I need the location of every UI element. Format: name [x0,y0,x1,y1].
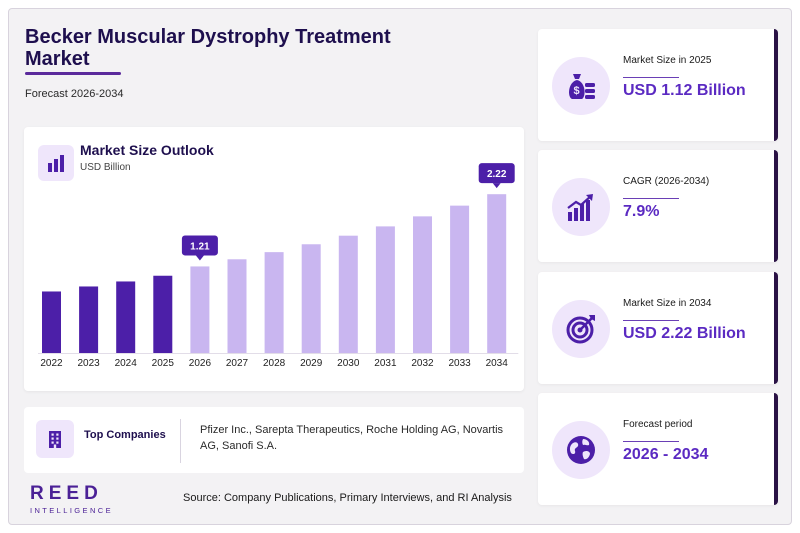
stat-value: USD 2.22 Billion [623,325,746,342]
logo-sub-text: INTELLIGENCE [30,506,113,515]
bar-2033 [450,205,470,353]
svg-text:$: $ [573,85,579,97]
top-companies-list: Pfizer Inc., Sarepta Therapeutics, Roche… [200,424,504,452]
stat-label: Forecast period [623,419,693,430]
x-tick-label-2030: 2030 [337,358,360,369]
divider [180,419,181,463]
stat-value: 7.9% [623,203,660,220]
page-title: Becker Muscular Dystrophy Treatment Mark… [25,26,391,70]
callout-label-2034: 2.22 [487,169,507,180]
chart-title: Market Size Outlook [80,142,214,158]
callout-2026: 1.21 [181,235,218,261]
bar-2029 [301,244,321,353]
bar-2022 [42,291,61,353]
stat-label: CAGR (2026-2034) [623,176,710,187]
callout-2034: 2.22 [478,163,515,189]
bar-2028 [264,252,284,353]
bar-2023 [79,286,99,353]
stat-divider [623,198,679,199]
stat-card-cagr: CAGR (2026-2034) 7.9% [538,150,778,262]
bar-2031 [375,226,395,353]
stat-card-market-2025: $ Market Size in 2025 USD 1.12 Billion [538,29,778,141]
stat-label: Market Size in 2025 [623,55,712,66]
bar-2027 [227,259,247,353]
globe-icon [552,421,610,479]
x-tick-label-2023: 2023 [77,358,100,369]
stat-value: USD 1.12 Billion [623,82,746,99]
bar-2032 [413,216,432,353]
stat-card-market-2034: Market Size in 2034 USD 2.22 Billion [538,272,778,384]
title-underline [25,72,121,75]
callout-label-2026: 1.21 [190,241,210,252]
money-bag-icon: $ [552,57,610,115]
x-tick-label-2029: 2029 [300,358,323,369]
top-companies-label: Top Companies [84,429,166,441]
bar-2026 [190,266,210,353]
stat-label: Market Size in 2034 [623,298,712,309]
x-tick-label-2033: 2033 [448,358,471,369]
bar-chart-icon [38,145,74,181]
bar-2030 [338,235,358,353]
bar-2025 [153,275,173,353]
logo-main-text: REED [30,483,103,504]
target-icon [552,300,610,358]
x-tick-label-2027: 2027 [226,358,249,369]
page-subtitle: Forecast 2026-2034 [25,88,124,100]
stat-divider [623,77,679,78]
bar-chart: 2022 2023 2024 2025 2026 2027 2028 2029 2030 2031… [38,163,519,369]
stat-divider [623,441,679,442]
brand-logo: REED INTELLIGENCE [30,483,113,515]
chart-card: Market Size Outlook USD Billion 2022 2023… [24,127,524,391]
x-tick-label-2024: 2024 [115,358,138,369]
bar-2024 [116,281,136,353]
growth-chart-icon [552,178,610,236]
x-tick-label-2031: 2031 [374,358,397,369]
x-tick-label-2026: 2026 [189,358,212,369]
stat-divider [623,320,679,321]
top-companies-card: Top Companies Pfizer Inc., Sarepta Thera… [24,407,524,473]
bar-2034 [487,194,507,353]
building-icon [36,420,74,458]
x-tick-label-2032: 2032 [411,358,434,369]
x-tick-label-2034: 2034 [486,358,509,369]
x-tick-label-2028: 2028 [263,358,286,369]
source-note: Source: Company Publications, Primary In… [183,492,512,504]
stat-card-forecast-period: Forecast period 2026 - 2034 [538,393,778,505]
stat-value: 2026 - 2034 [623,446,709,463]
chart-unit-label: USD Billion [80,162,131,173]
x-tick-label-2022: 2022 [40,358,63,369]
x-tick-label-2025: 2025 [152,358,175,369]
